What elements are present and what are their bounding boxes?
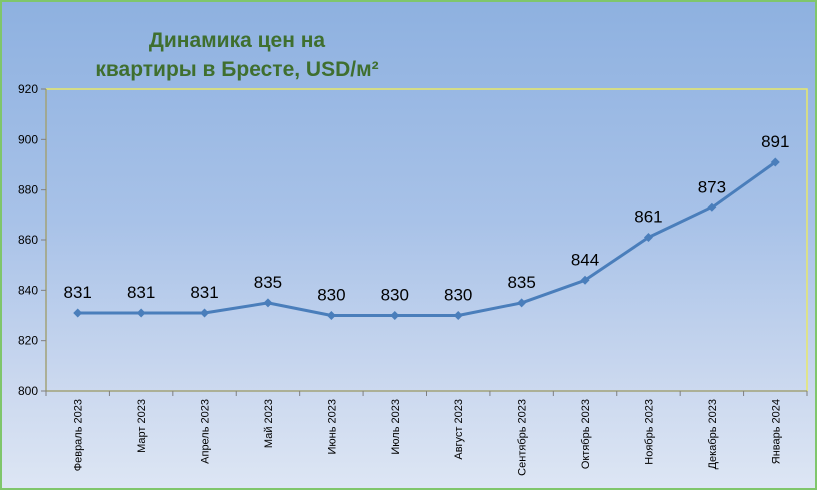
data-point bbox=[263, 298, 273, 308]
data-point bbox=[326, 311, 336, 320]
x-tick-label: Июнь 2023 bbox=[326, 399, 338, 455]
chart-title: Динамика цен на квартиры в Бресте, USD/м… bbox=[95, 29, 379, 81]
data-label: 831 bbox=[190, 283, 218, 302]
x-tick-label: Январь 2024 bbox=[770, 399, 782, 464]
y-tick-label: 860 bbox=[18, 233, 38, 247]
y-ticks: 800 820 840 860 880 900 920 bbox=[18, 82, 46, 398]
data-point bbox=[643, 232, 653, 242]
data-labels: 831 831 831 835 830 830 830 835 844 861 873 891 bbox=[64, 132, 790, 305]
data-label: 873 bbox=[698, 177, 726, 196]
x-tick-label: Август 2023 bbox=[453, 399, 465, 460]
x-tick-label: Ноябрь 2023 bbox=[643, 399, 655, 465]
data-point bbox=[136, 308, 146, 318]
x-tick-label: Февраль 2023 bbox=[73, 399, 85, 471]
y-tick-label: 920 bbox=[18, 82, 38, 96]
data-label: 891 bbox=[761, 132, 789, 151]
data-label: 831 bbox=[127, 283, 155, 302]
series-line bbox=[77, 160, 777, 317]
x-tick-label: Май 2023 bbox=[263, 399, 275, 448]
data-point bbox=[770, 157, 780, 167]
data-point bbox=[580, 275, 590, 285]
data-points bbox=[73, 157, 780, 320]
data-point bbox=[707, 202, 717, 212]
x-tick-label: Апрель 2023 bbox=[200, 399, 212, 464]
data-point bbox=[390, 311, 400, 320]
data-label: 830 bbox=[381, 286, 409, 305]
x-tick-label: Октябрь 2023 bbox=[580, 399, 592, 469]
data-point bbox=[517, 298, 527, 308]
data-point bbox=[200, 308, 210, 318]
data-label: 835 bbox=[507, 273, 535, 292]
data-label: 830 bbox=[317, 286, 345, 305]
y-tick-label: 820 bbox=[18, 334, 38, 348]
x-tick-label: Июль 2023 bbox=[390, 399, 402, 455]
x-tick-label: Декабрь 2023 bbox=[707, 399, 719, 469]
data-label: 844 bbox=[571, 250, 599, 269]
y-tick-label: 880 bbox=[18, 183, 38, 197]
x-tick-label: Март 2023 bbox=[136, 399, 148, 453]
data-label: 861 bbox=[634, 207, 662, 226]
x-ticks: Февраль 2023 Март 2023 Апрель 2023 Май 2023… bbox=[45, 391, 808, 476]
y-tick-label: 840 bbox=[18, 283, 38, 297]
x-tick-label: Сентябрь 2023 bbox=[517, 399, 529, 476]
data-point bbox=[73, 308, 83, 318]
data-label: 830 bbox=[444, 286, 472, 305]
data-label: 831 bbox=[64, 283, 92, 302]
plot-area bbox=[45, 88, 808, 392]
data-label: 835 bbox=[254, 273, 282, 292]
y-tick-label: 900 bbox=[18, 132, 38, 146]
y-tick-label: 800 bbox=[18, 384, 38, 398]
data-point bbox=[453, 311, 463, 320]
